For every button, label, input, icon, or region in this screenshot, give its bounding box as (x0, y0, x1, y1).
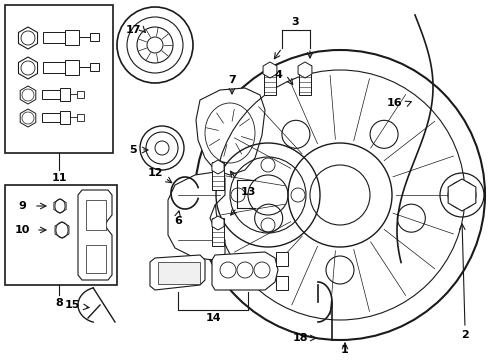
Text: 5: 5 (129, 145, 137, 155)
Text: 2: 2 (461, 330, 469, 340)
Bar (65, 30, 79, 45)
Text: 11: 11 (51, 173, 67, 183)
Bar (264, 65, 276, 95)
Text: 15: 15 (64, 300, 80, 310)
Polygon shape (448, 179, 476, 211)
Text: 8: 8 (55, 298, 63, 308)
Bar (86, 245, 106, 273)
Bar (5, 5, 113, 153)
Text: 4: 4 (274, 70, 282, 80)
Bar (77, 114, 84, 121)
Text: 7: 7 (228, 75, 236, 85)
Bar (299, 65, 311, 95)
Text: 3: 3 (291, 17, 299, 27)
Bar (276, 252, 288, 266)
Polygon shape (212, 252, 278, 290)
Text: 17: 17 (125, 25, 141, 35)
Text: 9: 9 (18, 201, 26, 211)
Bar (5, 185, 117, 285)
Polygon shape (150, 255, 205, 290)
Polygon shape (20, 109, 36, 127)
Polygon shape (212, 160, 224, 174)
Polygon shape (196, 88, 265, 175)
Bar (212, 218, 224, 246)
Polygon shape (78, 190, 112, 280)
Text: 10: 10 (14, 225, 30, 235)
Polygon shape (20, 86, 36, 104)
Bar (60, 88, 70, 101)
Polygon shape (263, 62, 277, 78)
Text: 13: 13 (240, 187, 256, 197)
Bar (60, 111, 70, 124)
Bar (158, 262, 200, 284)
Bar (212, 162, 224, 190)
Bar (86, 200, 106, 230)
Bar (42, 113, 60, 122)
Bar (276, 276, 288, 290)
Bar (43, 62, 65, 73)
Text: 18: 18 (292, 333, 308, 343)
Bar (43, 32, 65, 43)
Bar (65, 60, 79, 75)
Text: 6: 6 (174, 216, 182, 226)
Polygon shape (19, 27, 38, 49)
Text: 1: 1 (341, 345, 349, 355)
Text: 14: 14 (205, 313, 221, 323)
Text: 16: 16 (387, 98, 403, 108)
Bar (42, 90, 60, 99)
Polygon shape (298, 62, 312, 78)
Polygon shape (55, 222, 69, 238)
Bar (90, 63, 99, 71)
Polygon shape (54, 199, 66, 213)
Polygon shape (212, 216, 224, 230)
Polygon shape (168, 172, 225, 260)
Text: 12: 12 (147, 168, 163, 178)
Bar (90, 33, 99, 41)
Bar (77, 91, 84, 98)
Polygon shape (19, 57, 38, 79)
